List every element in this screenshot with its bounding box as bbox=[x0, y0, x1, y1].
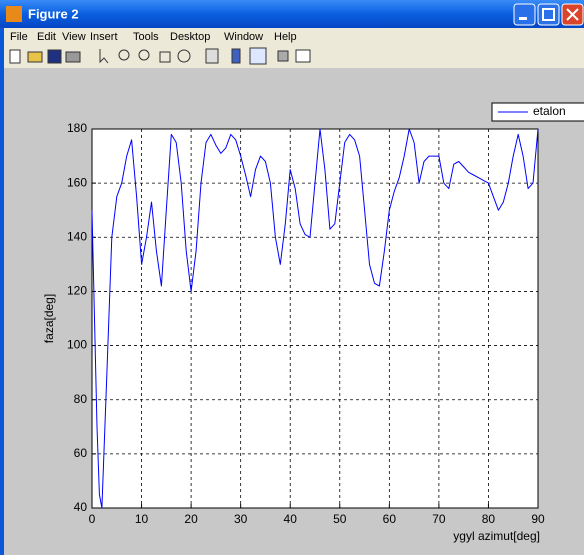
x-axis-label: ygyl azimut[deg] bbox=[453, 529, 540, 543]
legend-label: etalon bbox=[533, 104, 566, 118]
y-tick-label: 80 bbox=[74, 392, 88, 406]
tool-colorbar[interactable] bbox=[231, 48, 241, 64]
menu-item[interactable]: Window bbox=[224, 31, 263, 43]
minimize-glyph bbox=[519, 17, 527, 20]
x-tick-label: 10 bbox=[135, 512, 149, 526]
menu-item[interactable]: File bbox=[10, 31, 28, 43]
x-tick-label: 40 bbox=[284, 512, 298, 526]
axes-box bbox=[91, 128, 539, 509]
x-tick-label: 70 bbox=[432, 512, 446, 526]
tool-hide[interactable] bbox=[277, 50, 289, 62]
tool-rotate[interactable] bbox=[177, 49, 191, 63]
maximize-glyph bbox=[542, 8, 555, 21]
tool-print[interactable] bbox=[65, 51, 81, 63]
menu-item[interactable]: Insert bbox=[90, 31, 118, 43]
menu-item[interactable]: Desktop bbox=[170, 31, 210, 43]
y-tick-label: 120 bbox=[67, 284, 87, 298]
legend-box bbox=[491, 102, 584, 122]
plot: 0 10 20 30 40 50 60 70 80 90 40 60 80 100 120 140 160 180… bbox=[42, 102, 584, 543]
x-tick-label: 80 bbox=[482, 512, 496, 526]
y-tick-label: 140 bbox=[67, 229, 87, 243]
menu-item[interactable]: Help bbox=[274, 31, 297, 43]
close-glyph bbox=[566, 8, 579, 21]
tool-new[interactable] bbox=[9, 49, 21, 64]
x-tick-label: 20 bbox=[184, 512, 198, 526]
tool-legend[interactable] bbox=[249, 47, 267, 65]
x-tick-label: 30 bbox=[234, 512, 248, 526]
window-title: Figure 2 bbox=[28, 6, 79, 21]
y-tick-label: 60 bbox=[74, 446, 88, 460]
app-icon bbox=[6, 6, 22, 22]
menu-item[interactable]: Edit bbox=[37, 31, 56, 43]
y-tick-label: 180 bbox=[67, 121, 87, 135]
tool-datacursor[interactable] bbox=[205, 48, 219, 64]
maximize-button[interactable] bbox=[537, 3, 560, 26]
y-tick-label: 100 bbox=[67, 338, 87, 352]
y-axis-label: faza[deg] bbox=[42, 294, 56, 343]
legend: etalon bbox=[491, 102, 584, 122]
minimize-button[interactable] bbox=[513, 3, 536, 26]
tool-show[interactable] bbox=[295, 49, 311, 63]
tool-zoom-in[interactable] bbox=[118, 49, 130, 61]
tool-zoom-out[interactable] bbox=[138, 49, 150, 61]
tool-pan[interactable] bbox=[159, 51, 171, 63]
tool-open[interactable] bbox=[27, 51, 43, 63]
menu-item[interactable]: View bbox=[62, 31, 86, 43]
y-tick-label: 40 bbox=[74, 500, 88, 514]
x-tick-label: 60 bbox=[383, 512, 397, 526]
menu-item[interactable]: Tools bbox=[133, 31, 159, 43]
axes-background bbox=[92, 129, 538, 508]
x-tick-label: 50 bbox=[333, 512, 347, 526]
tool-save[interactable] bbox=[47, 49, 62, 64]
title-bar bbox=[0, 0, 584, 28]
toolbar bbox=[9, 47, 311, 65]
x-tick-label: 0 bbox=[89, 512, 96, 526]
y-tick-label: 160 bbox=[67, 175, 87, 189]
tool-arrow[interactable] bbox=[99, 49, 109, 64]
menu-bar: File Edit View Insert Tools Desktop Window Help bbox=[10, 31, 297, 43]
x-tick-label: 90 bbox=[531, 512, 545, 526]
data-line bbox=[91, 128, 539, 509]
